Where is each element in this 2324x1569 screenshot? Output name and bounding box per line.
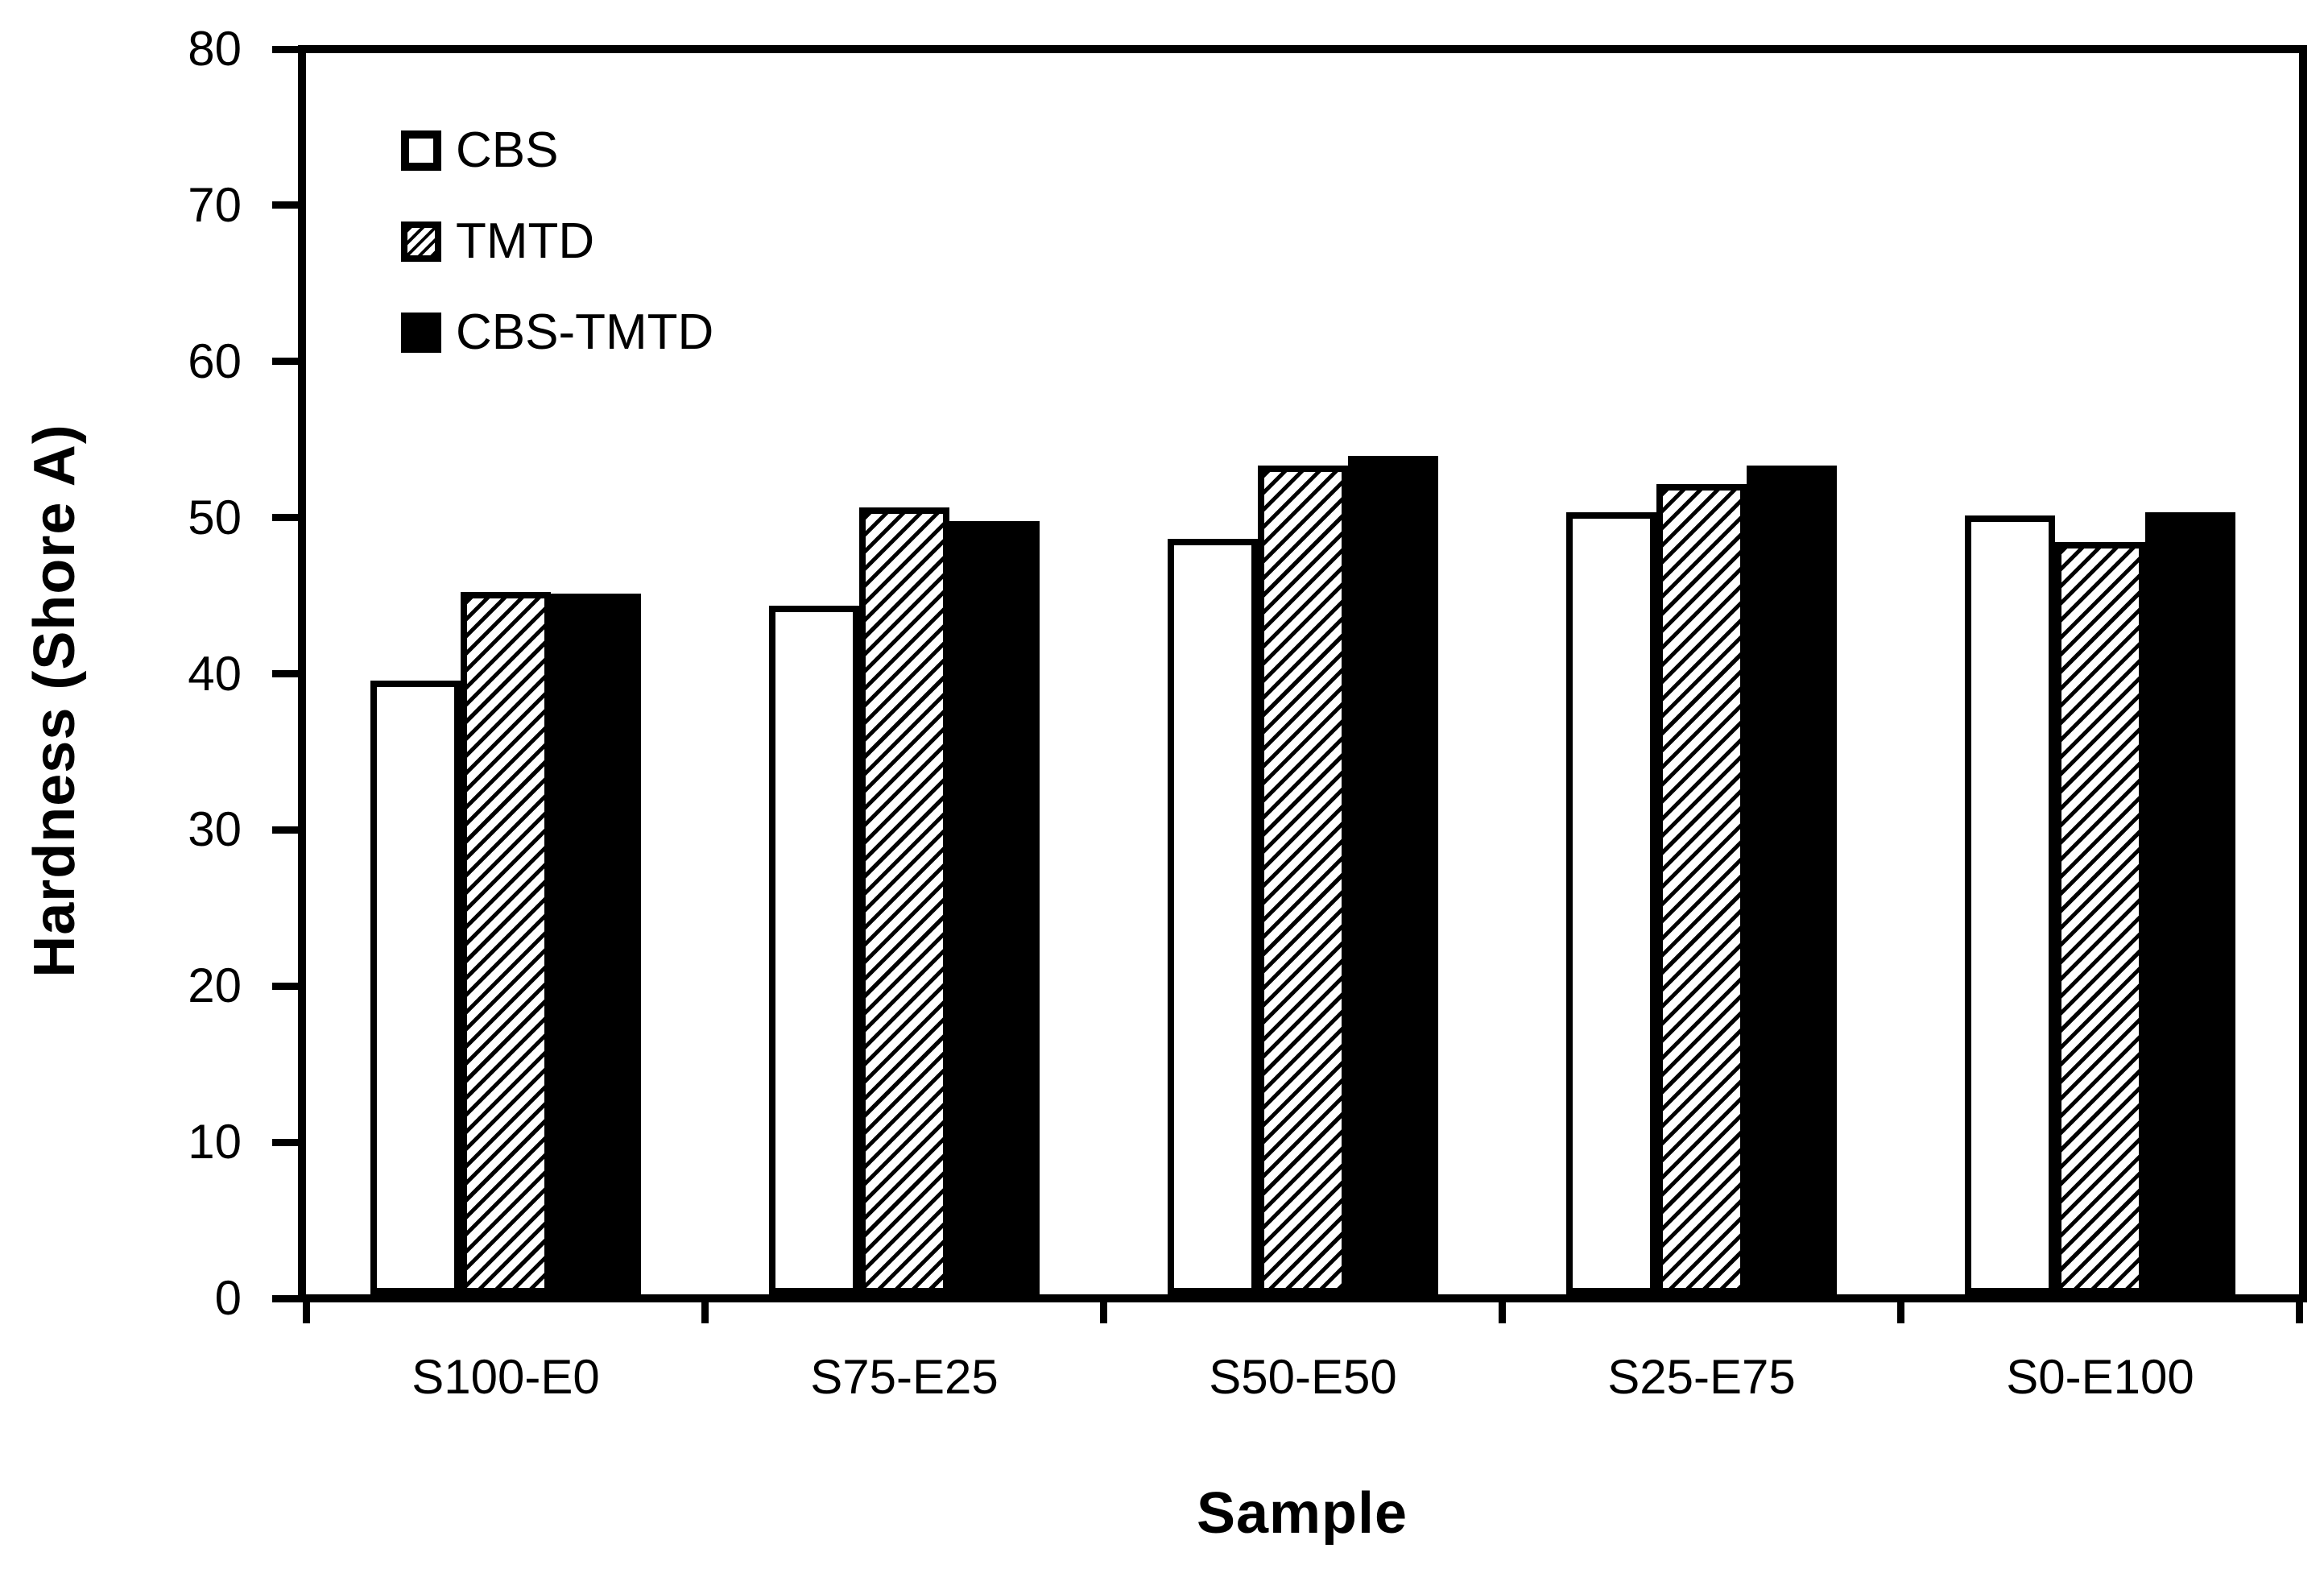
plot-area: CBS TMTD CBS-TMTD [298, 45, 2307, 1302]
y-tick [272, 670, 298, 677]
x-boundary-tick [1100, 1299, 1107, 1323]
bar-tmtd-s50-e50 [1258, 466, 1348, 1294]
bar-tmtd-s100-e0 [461, 592, 551, 1294]
legend-label-cbs: CBS [456, 122, 559, 178]
y-tick-label: 10 [188, 1115, 242, 1169]
y-tick [272, 514, 298, 521]
x-boundary-tick [1499, 1299, 1506, 1323]
x-axis-title: Sample [1196, 1481, 1408, 1546]
bar-cbs-s100-e0 [370, 681, 461, 1294]
bar-cbs-s0-e100 [1965, 515, 2055, 1294]
bar-cbs-tmtd-s50-e50 [1348, 456, 1438, 1294]
legend-label-cbs-tmtd: CBS-TMTD [456, 304, 714, 360]
y-tick-label: 70 [188, 178, 242, 232]
legend-item-cbs-tmtd: CBS-TMTD [401, 304, 714, 404]
y-tick [272, 1139, 298, 1146]
legend-item-cbs: CBS [401, 122, 713, 221]
y-tick [272, 201, 298, 209]
x-tick-label: S75-E25 [810, 1350, 999, 1404]
x-tick-label: S100-E0 [411, 1350, 600, 1404]
x-boundary-tick [701, 1299, 709, 1323]
bar-cbs-s75-e25 [769, 606, 859, 1294]
y-tick-label: 30 [188, 802, 242, 856]
x-boundary-tick [303, 1299, 310, 1323]
x-tick-label: S50-E50 [1209, 1350, 1397, 1404]
bar-cbs-tmtd-s0-e100 [2145, 512, 2235, 1294]
y-tick [272, 1295, 298, 1302]
y-tick-label: 40 [188, 647, 242, 701]
y-tick-label: 50 [188, 491, 242, 544]
legend: CBS TMTD CBS-TMTD [401, 122, 714, 404]
y-tick [272, 358, 298, 365]
bar-tmtd-s75-e25 [859, 507, 949, 1294]
legend-label-tmtd: TMTD [456, 213, 595, 269]
y-tick [272, 46, 298, 53]
bar-tmtd-s25-e75 [1656, 484, 1747, 1294]
bar-cbs-tmtd-s75-e25 [949, 521, 1040, 1294]
y-axis-title: Hardness (Shore A) [23, 424, 87, 978]
x-boundary-tick [2296, 1299, 2303, 1323]
y-tick-label: 60 [188, 334, 242, 388]
y-tick-label: 0 [214, 1271, 242, 1325]
x-tick-label: S25-E75 [1607, 1350, 1796, 1404]
y-tick [272, 826, 298, 834]
y-tick [272, 983, 298, 990]
y-tick-label: 80 [188, 22, 242, 76]
bar-cbs-s50-e50 [1168, 539, 1258, 1294]
y-tick-label: 20 [188, 958, 242, 1012]
bar-cbs-tmtd-s100-e0 [551, 594, 641, 1294]
bar-cbs-tmtd-s25-e75 [1747, 466, 1837, 1294]
legend-swatch-white-icon [401, 130, 441, 171]
bar-cbs-s25-e75 [1566, 512, 1656, 1294]
legend-swatch-black-icon [401, 313, 441, 353]
legend-swatch-hatch-icon [401, 221, 441, 262]
bar-tmtd-s0-e100 [2055, 542, 2145, 1294]
legend-item-tmtd: TMTD [401, 213, 713, 313]
x-tick-label: S0-E100 [2006, 1350, 2194, 1404]
x-boundary-tick [1897, 1299, 1904, 1323]
